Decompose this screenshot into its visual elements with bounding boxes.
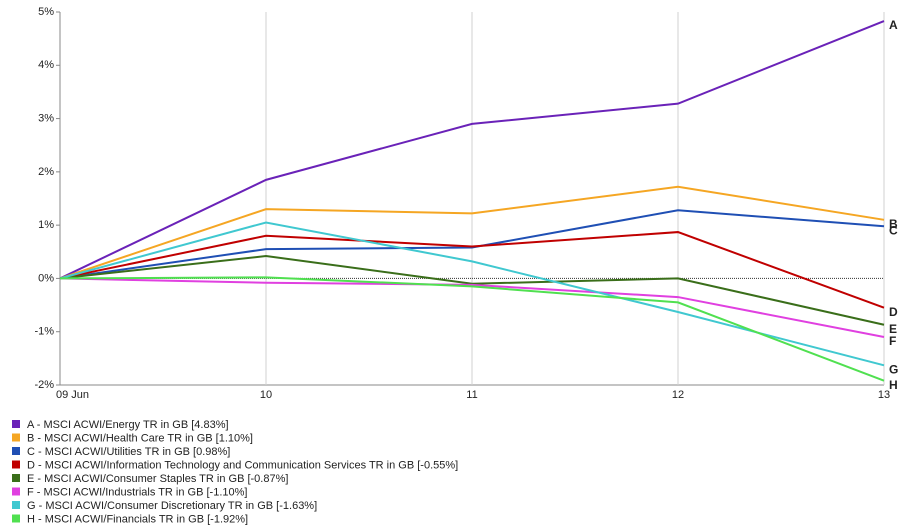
legend-label: B - MSCI ACWI/Health Care TR in GB [1.10… <box>27 432 253 444</box>
x-tick-label: 10 <box>260 389 272 401</box>
end-label: D <box>889 305 898 319</box>
end-label: H <box>889 378 898 392</box>
series-line <box>59 185 885 280</box>
x-tick-label: 13 <box>878 389 890 401</box>
end-label: B <box>889 217 898 231</box>
legend-label: F - MSCI ACWI/Industrials TR in GB [-1.1… <box>27 486 247 498</box>
end-label: C <box>889 223 898 237</box>
series-line <box>59 209 885 280</box>
legend-swatch <box>12 501 20 509</box>
y-tick-label: 4% <box>38 59 54 71</box>
y-tick-label: 0% <box>38 272 54 284</box>
end-label: G <box>889 362 898 376</box>
series-line <box>59 221 885 367</box>
x-tick-label: 11 <box>466 389 477 401</box>
y-tick-label: -2% <box>34 379 54 391</box>
legend-swatch <box>12 474 20 482</box>
y-tick-label: -1% <box>34 326 54 338</box>
legend-label: G - MSCI ACWI/Consumer Discretionary TR … <box>27 500 317 512</box>
legend-label: A - MSCI ACWI/Energy TR in GB [4.83%] <box>27 419 229 431</box>
series-line <box>59 277 885 339</box>
legend-label: E - MSCI ACWI/Consumer Staples TR in GB … <box>27 473 288 485</box>
legend-label: C - MSCI ACWI/Utilities TR in GB [0.98%] <box>27 446 230 458</box>
series-line <box>59 255 885 326</box>
x-tick-label: 12 <box>672 389 684 401</box>
end-label: F <box>889 334 896 348</box>
legend-swatch <box>12 447 20 455</box>
series-line <box>59 20 885 280</box>
legend-swatch <box>12 460 20 469</box>
end-label: E <box>889 322 897 336</box>
x-tick-label: 09 Jun <box>56 389 89 401</box>
legend-label: D - MSCI ACWI/Information Technology and… <box>27 459 458 471</box>
y-tick-label: 1% <box>38 219 54 231</box>
y-tick-label: 2% <box>38 166 54 178</box>
legend-label: H - MSCI ACWI/Financials TR in GB [-1.92… <box>27 513 248 525</box>
y-tick-label: 3% <box>38 112 54 124</box>
series-line <box>59 231 885 309</box>
series-line <box>59 276 885 382</box>
legend-swatch <box>12 433 20 442</box>
end-label: A <box>889 18 898 32</box>
legend-swatch <box>12 514 20 523</box>
legend-swatch <box>12 487 20 496</box>
legend-swatch <box>12 420 20 428</box>
y-tick-label: 5% <box>38 6 54 18</box>
